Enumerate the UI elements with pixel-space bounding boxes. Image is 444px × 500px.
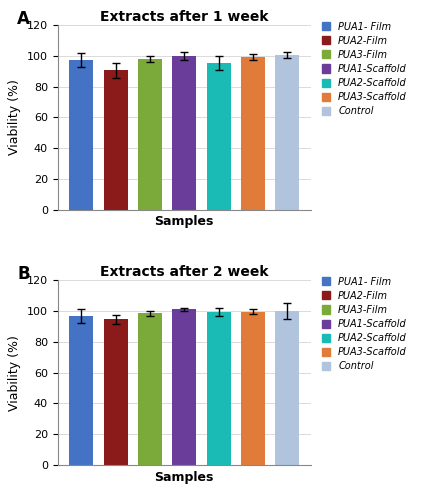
Bar	[172, 56, 196, 210]
Bar	[69, 60, 93, 210]
Bar	[172, 310, 196, 465]
Bar	[138, 59, 162, 210]
Y-axis label: Viability (%): Viability (%)	[8, 334, 21, 410]
Bar	[241, 312, 265, 465]
Legend: PUA1- Film, PUA2-Film, PUA3-Film, PUA1-Scaffold, PUA2-Scaffold, PUA3-Scaffold, C: PUA1- Film, PUA2-Film, PUA3-Film, PUA1-S…	[321, 20, 408, 117]
Title: Extracts after 2 week: Extracts after 2 week	[100, 265, 269, 279]
X-axis label: Samples: Samples	[155, 470, 214, 484]
Bar	[275, 311, 299, 465]
Y-axis label: Viability (%): Viability (%)	[8, 80, 21, 156]
Title: Extracts after 1 week: Extracts after 1 week	[100, 10, 269, 24]
X-axis label: Samples: Samples	[155, 216, 214, 228]
Bar	[206, 312, 230, 465]
Text: A: A	[17, 10, 30, 28]
Bar	[275, 55, 299, 210]
Bar	[206, 62, 230, 210]
Text: B: B	[17, 266, 30, 283]
Bar	[103, 320, 127, 465]
Legend: PUA1- Film, PUA2-Film, PUA3-Film, PUA1-Scaffold, PUA2-Scaffold, PUA3-Scaffold, C: PUA1- Film, PUA2-Film, PUA3-Film, PUA1-S…	[321, 276, 408, 372]
Bar	[241, 58, 265, 210]
Bar	[69, 316, 93, 465]
Bar	[138, 313, 162, 465]
Bar	[103, 70, 127, 210]
